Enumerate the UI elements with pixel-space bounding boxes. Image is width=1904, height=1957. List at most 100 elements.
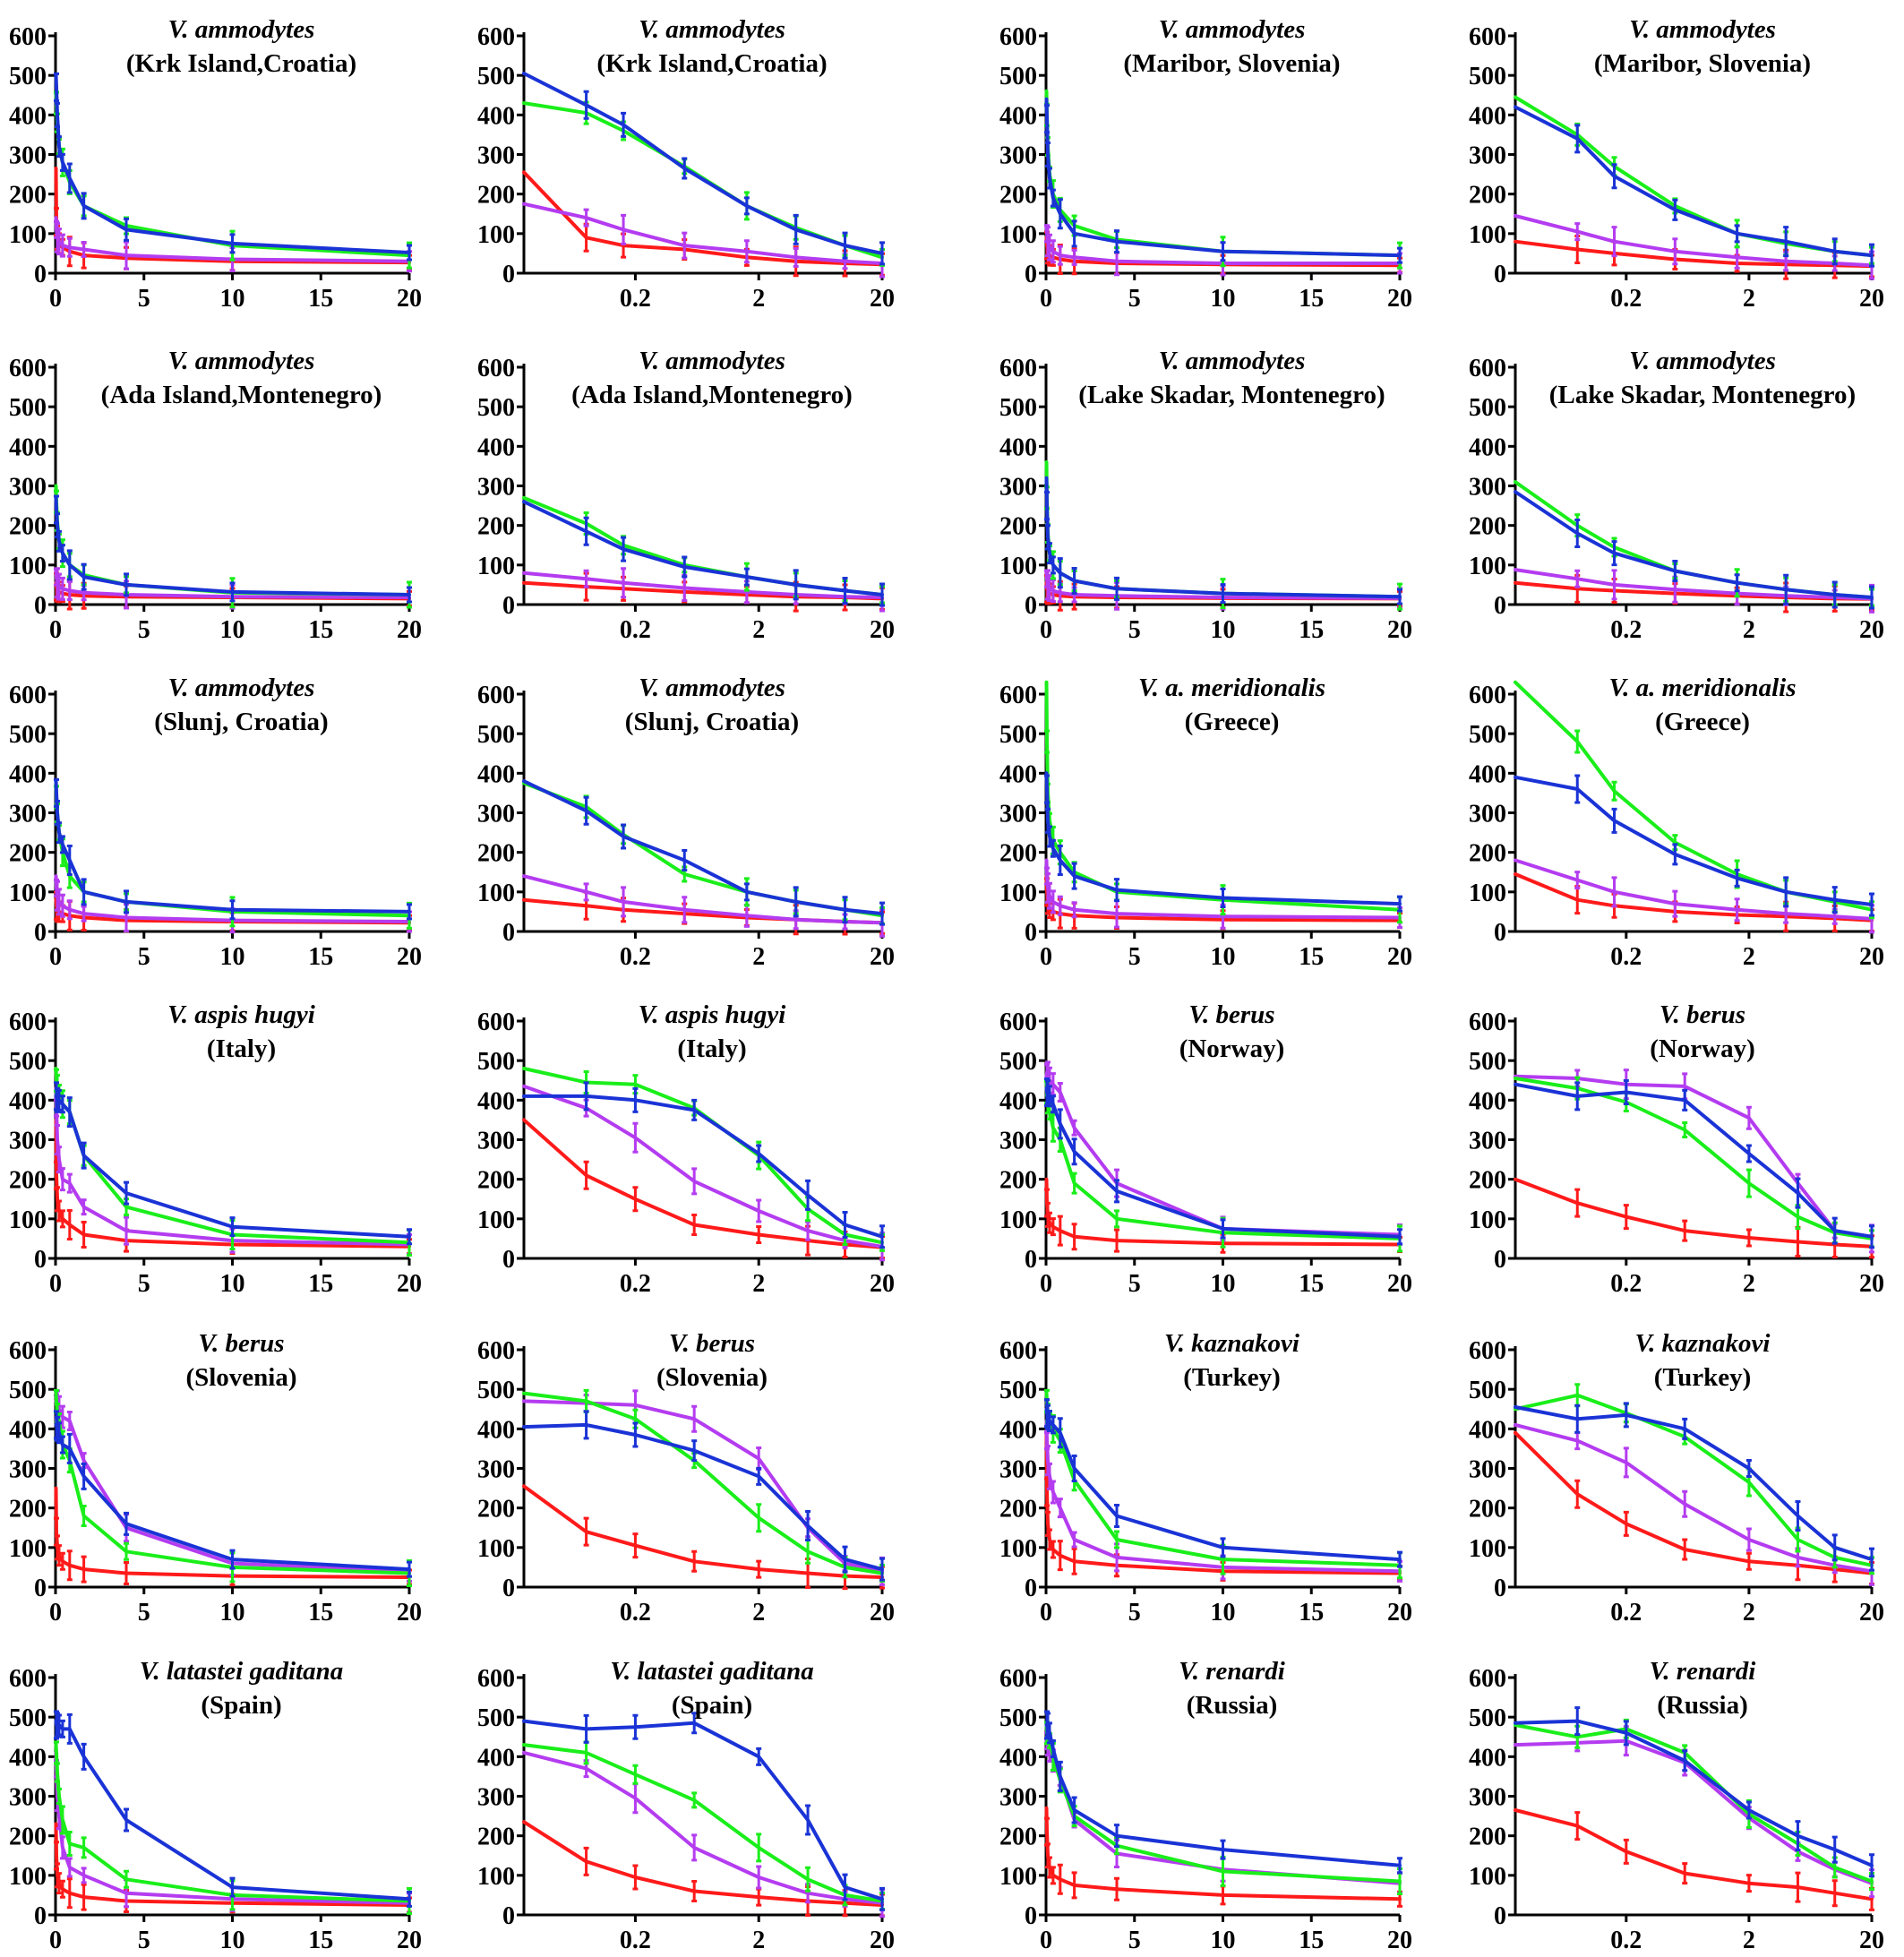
y-tick-label: 200: [9, 840, 47, 868]
x-tick-label: 15: [1299, 285, 1324, 313]
error-bar: [1672, 559, 1678, 582]
x-tick-label: 0.2: [620, 616, 651, 644]
series-line-blue: [1044, 1407, 1402, 1562]
y-tick-label: 500: [1469, 721, 1506, 749]
series-line-purple: [1044, 1070, 1402, 1237]
chart-title-species: V. ammodytes: [639, 674, 785, 702]
y-tick-label: 100: [999, 221, 1037, 249]
x-tick-label: 20: [870, 616, 895, 644]
error-bar: [805, 1510, 811, 1542]
error-bar: [756, 1503, 762, 1533]
error-bar: [583, 1846, 589, 1876]
error-bar: [66, 1172, 73, 1194]
error-bar: [1220, 1839, 1226, 1860]
error-bar: [682, 231, 688, 260]
y-tick-label: 200: [477, 182, 515, 210]
error-bar: [59, 1879, 65, 1899]
y-tick-label: 0: [34, 592, 47, 620]
error-bar: [1831, 1533, 1838, 1562]
series-line-green: [522, 1391, 884, 1575]
error-bar: [54, 101, 60, 128]
y-tick-label: 600: [9, 682, 47, 709]
error-bar: [842, 231, 848, 260]
error-bar: [1682, 1120, 1688, 1138]
y-tick-label: 400: [1469, 760, 1506, 788]
y-tick-label: 300: [477, 1128, 515, 1155]
error-bar: [1397, 1857, 1402, 1875]
x-tick-label: 10: [1211, 1270, 1236, 1298]
chart-title-locality: (Lake Skadar, Montenegro): [1078, 381, 1385, 409]
error-bar: [229, 1549, 236, 1570]
error-bar: [1574, 1811, 1581, 1841]
chart-title-species: V. latastei gaditana: [140, 1657, 343, 1686]
error-bar: [1623, 1079, 1629, 1105]
error-bar: [124, 1561, 129, 1586]
chart-title-species: V. ammodytes: [1159, 15, 1306, 44]
x-tick-label: 20: [1387, 943, 1412, 971]
chart-panel-15: 0 100 200 300 400 500 600 0 5 10 15 20 V. berus (Norw…: [999, 1000, 1412, 1298]
x-tick-label: 5: [1128, 616, 1141, 644]
x-tick-label: 10: [1211, 285, 1236, 313]
series-line-purple: [1514, 568, 1874, 601]
series-line-purple: [1514, 1422, 1874, 1574]
error-bar: [124, 572, 129, 597]
error-bar: [66, 1877, 73, 1910]
error-bar: [842, 577, 848, 605]
y-tick-label: 500: [477, 394, 515, 422]
y-tick-label: 200: [1469, 840, 1506, 868]
chart-title-locality: (Turkey): [1654, 1363, 1752, 1392]
error-bar: [229, 899, 236, 921]
y-tick-label: 100: [9, 1863, 47, 1891]
error-bar: [1869, 1224, 1874, 1249]
error-bar: [621, 536, 627, 562]
chart-panel-12: 0 100 200 300 400 500 600 0.2 2 20 V. a. meridiona…: [1469, 674, 1884, 971]
error-bar: [1734, 224, 1740, 244]
y-tick-label: 100: [477, 1206, 515, 1234]
error-bar: [632, 1713, 639, 1740]
x-tick-label: 5: [138, 1927, 150, 1954]
error-bar: [879, 901, 885, 926]
error-bar: [54, 1712, 60, 1738]
y-tick-label: 500: [999, 63, 1037, 90]
error-bar: [1869, 1547, 1874, 1572]
y-tick-label: 500: [477, 1048, 515, 1076]
error-bar: [56, 1199, 62, 1223]
error-bar: [407, 244, 412, 262]
x-tick-label: 15: [308, 1927, 333, 1954]
error-bar: [1050, 889, 1056, 914]
series-line-green: [522, 1743, 884, 1903]
chart-title-species: V. aspis hugyi: [639, 1000, 786, 1029]
y-tick-label: 400: [9, 433, 47, 461]
y-tick-label: 600: [9, 1009, 47, 1036]
error-bar: [1611, 569, 1617, 601]
error-bar: [1682, 1489, 1688, 1518]
y-tick-label: 400: [477, 1087, 515, 1115]
y-tick-label: 500: [9, 63, 47, 90]
chart-title-species: V. berus: [669, 1329, 755, 1358]
error-bar: [59, 576, 65, 601]
error-bar: [632, 1121, 639, 1154]
x-tick-label: 2: [752, 285, 765, 313]
x-tick-label: 0: [49, 1599, 62, 1627]
error-bar: [56, 1713, 62, 1737]
error-bar: [805, 1804, 811, 1836]
series-line-red: [1514, 1808, 1874, 1901]
error-bar: [756, 1559, 762, 1579]
y-tick-label: 200: [999, 1496, 1037, 1524]
y-tick-label: 200: [999, 182, 1037, 210]
error-bar: [1574, 1706, 1581, 1737]
error-bar: [407, 1228, 412, 1246]
error-bar: [1682, 1219, 1688, 1242]
y-tick-label: 100: [999, 1206, 1037, 1234]
x-tick-label: 0.2: [1610, 1270, 1642, 1298]
error-bar: [583, 1713, 589, 1744]
error-bar: [1071, 567, 1077, 595]
chart-title-species: V. renardi: [1650, 1657, 1756, 1686]
y-tick-label: 200: [999, 1167, 1037, 1195]
error-bar: [1114, 1228, 1119, 1253]
error-bar: [81, 1883, 87, 1911]
error-bar: [81, 1221, 87, 1249]
error-bar: [59, 893, 65, 918]
y-tick-label: 300: [477, 801, 515, 828]
series-line-blue: [1514, 1405, 1874, 1562]
